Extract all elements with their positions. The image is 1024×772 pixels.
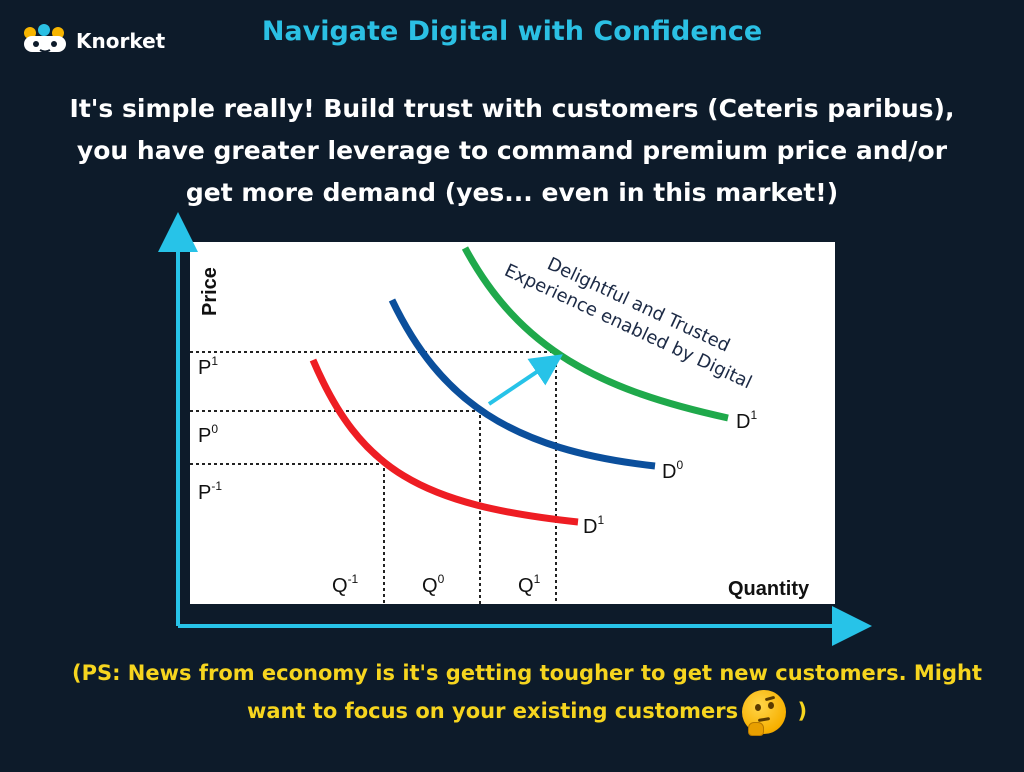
curve-label-green: D1 [736,408,757,433]
quantity-label-qm1: Q-1 [332,572,359,597]
brand-name: Knorket [76,29,166,53]
y-axis-label: Price [199,267,221,316]
demand-curve-green [461,246,729,422]
footer-line-2-text: want to focus on your existing customers [246,699,739,723]
headline-line-1: It's simple really! Build trust with cus… [69,94,955,123]
brand-logo: Knorket [20,24,165,58]
headline-line-2: you have greater leverage to command pre… [76,136,948,165]
footer-line-1: (PS: News from economy is it's getting t… [71,661,983,685]
curve-label-blue: D0 [662,458,683,483]
footer-line-2: want to focus on your existing customers… [60,690,994,736]
demand-curve-red [309,358,579,526]
curve-label-red: D1 [583,513,604,538]
shift-arrow [487,354,563,406]
thinking-face-icon [742,690,787,736]
quantity-label-q1: Q1 [518,572,541,597]
headline-line-3: get more demand (yes... even in this mar… [185,178,839,207]
quantity-label-q0: Q0 [422,572,445,597]
x-axis-label: Quantity [728,578,810,600]
demand-curve-blue [388,298,656,470]
page-title: Navigate Digital with Confidence [261,16,763,47]
footer-line-2-close: ) [790,699,808,723]
price-label-p1: P1 [198,354,218,379]
knorket-logo-icon [24,24,66,53]
price-label-pm1: P-1 [198,479,222,504]
price-label-p0: P0 [198,422,218,447]
footer-note: (PS: News from economy is it's getting t… [60,656,994,736]
headline: It's simple really! Build trust with cus… [30,88,994,214]
plot-panel [190,242,835,604]
